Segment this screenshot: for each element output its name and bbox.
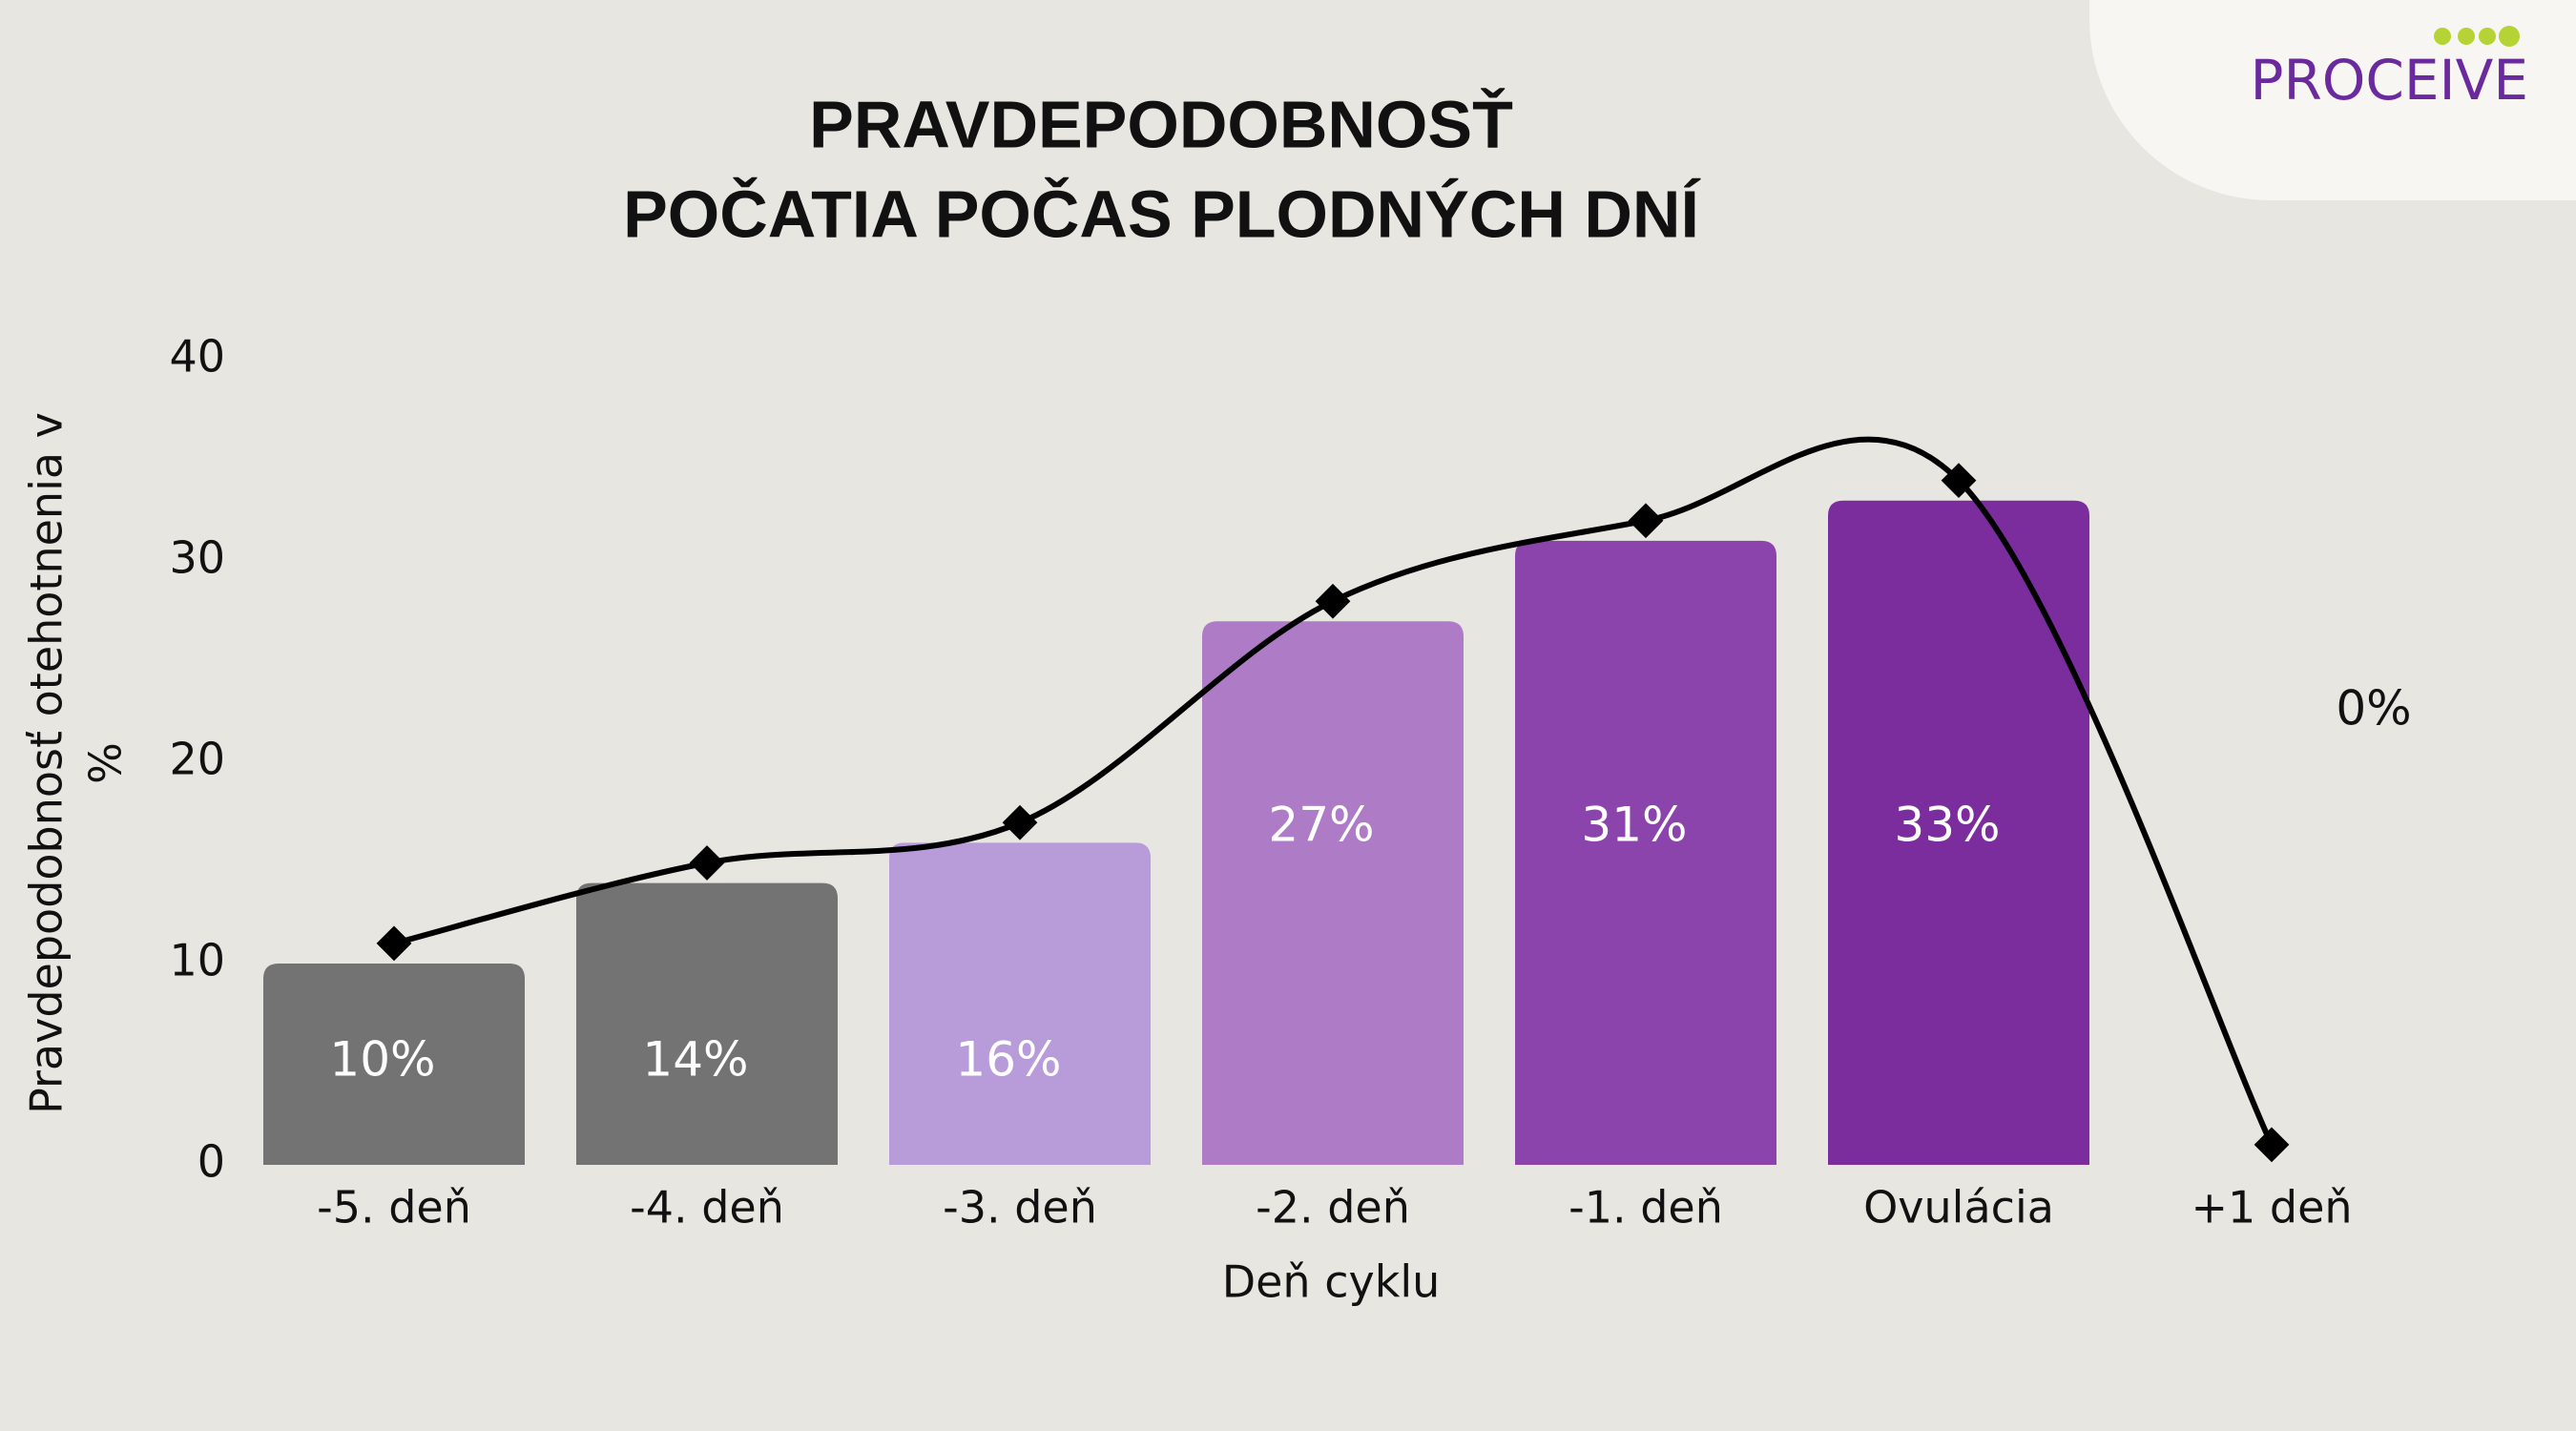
line-marker (376, 925, 412, 962)
y-axis-title: Pravdepodobnosť otehotnenia v (21, 412, 73, 1114)
y-tick-label: 30 (169, 532, 225, 584)
chart-title: POČATIA POČAS PLODNÝCH DNÍ (623, 176, 1700, 251)
y-tick-label: 10 (169, 935, 225, 986)
value-label: 27% (1268, 798, 1374, 853)
line-marker (2254, 1127, 2290, 1163)
y-tick-label: 40 (169, 331, 225, 383)
bar (1828, 500, 2089, 1165)
y-tick-label: 0 (197, 1136, 225, 1188)
y-tick-label: 20 (169, 734, 225, 785)
y-axis-title: % (80, 742, 132, 784)
x-tick-label: -5. deň (317, 1182, 471, 1234)
line-marker (689, 845, 725, 881)
value-label: 14% (642, 1032, 748, 1088)
bar (889, 842, 1151, 1165)
line (393, 436, 2275, 1147)
line-marker (1628, 503, 1664, 539)
line-marker (1002, 804, 1038, 840)
chart-title: PRAVDEPODOBNOSŤ (809, 86, 1513, 161)
bar (1202, 621, 1464, 1165)
x-tick-label: -1. deň (1568, 1182, 1723, 1234)
line-marker (1315, 583, 1351, 619)
corner-panel (2089, 0, 2576, 200)
x-axis-title: Deň cyklu (1222, 1256, 1441, 1308)
x-tick-label: Ovulácia (1863, 1182, 2054, 1234)
value-label: 10% (329, 1032, 435, 1088)
value-label: 16% (955, 1032, 1061, 1088)
bar (576, 882, 838, 1165)
bar (1515, 540, 1776, 1165)
value-label: 33% (1894, 798, 2000, 853)
value-label: 0% (2336, 681, 2411, 736)
value-label: 31% (1581, 798, 1687, 853)
x-tick-label: -3. deň (943, 1182, 1097, 1234)
x-tick-label: -4. deň (630, 1182, 784, 1234)
x-tick-label: -2. deň (1256, 1182, 1410, 1234)
x-tick-label: +1 deň (2191, 1182, 2352, 1234)
bar (263, 964, 525, 1165)
brand-logo: PROCEIVE (2250, 48, 2528, 113)
brand-dots (2434, 26, 2520, 47)
